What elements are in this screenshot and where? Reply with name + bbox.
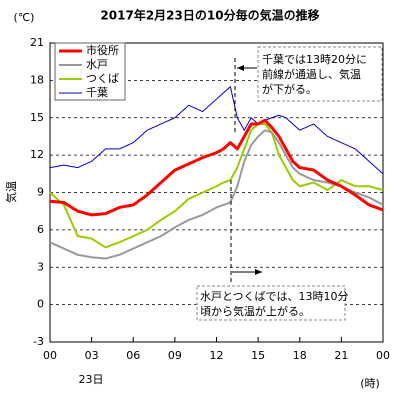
- x-tick-label: 09: [168, 349, 182, 362]
- annotation-text: が下がる。: [262, 82, 317, 96]
- annotation-text: 水戸とつくばでは、13時10分: [200, 290, 349, 303]
- series-line: [49, 118, 384, 217]
- legend-label: 千葉: [86, 85, 108, 99]
- x-tick-label: 12: [210, 349, 224, 362]
- series-line: [49, 122, 384, 249]
- y-tick-label: 15: [30, 111, 44, 124]
- x-tick-label: 06: [126, 349, 140, 362]
- x-tick-label: 00: [376, 349, 390, 362]
- y-tick-label: 9: [37, 186, 44, 199]
- y-unit: (℃): [14, 11, 35, 24]
- x-date: 23日: [79, 373, 104, 386]
- y-tick-label: 12: [30, 148, 44, 161]
- y-label: 気温: [4, 181, 18, 203]
- y-tick-label: -3: [33, 335, 44, 348]
- legend-label: つくば: [86, 72, 119, 85]
- chart-title: 2017年2月23日の10分毎の気温の推移: [100, 8, 319, 23]
- annotation-box: [257, 46, 383, 102]
- x-tick-label: 18: [293, 349, 307, 362]
- x-tick-label: 21: [334, 349, 348, 362]
- series-line: [49, 86, 384, 175]
- y-tick-label: 21: [30, 36, 44, 49]
- annotation-text: 前線が通過し、気温: [262, 67, 361, 81]
- annotation-box: [196, 285, 346, 321]
- x-tick-label: 03: [85, 349, 99, 362]
- x-unit: (時): [360, 377, 380, 390]
- x-tick-label: 00: [43, 349, 57, 362]
- series-line: [49, 129, 384, 260]
- annotation-text: 千葉では13時20分に: [262, 52, 367, 66]
- legend-label: 市役所: [86, 43, 119, 57]
- y-tick-label: 3: [37, 260, 44, 273]
- y-tick-label: 6: [37, 223, 44, 236]
- y-tick-label: 0: [37, 298, 44, 311]
- x-tick-label: 15: [251, 349, 265, 362]
- annotation-text: 頃から気温が上がる。: [200, 304, 310, 318]
- y-tick-label: 18: [30, 73, 44, 86]
- legend-label: 水戸: [86, 58, 108, 71]
